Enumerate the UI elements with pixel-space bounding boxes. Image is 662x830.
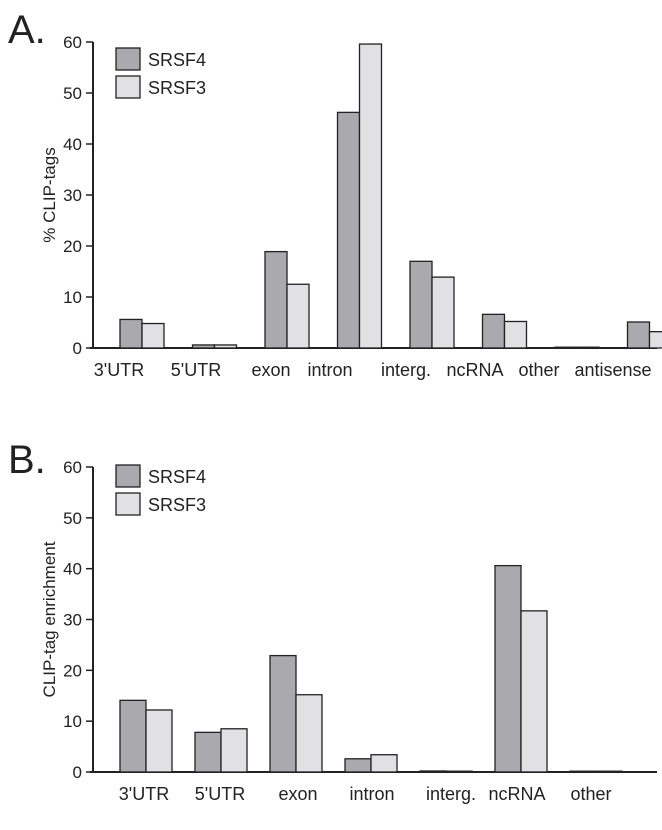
- legend-label-srsf4: SRSF4: [148, 50, 206, 70]
- bar-srsf4-exon: [265, 252, 287, 348]
- bar-srsf4-5utr: [193, 345, 215, 348]
- bar-srsf3-exon: [296, 695, 322, 772]
- y-tick-label: 60: [63, 458, 82, 477]
- y-axis-title: CLIP-tag enrichment: [40, 541, 59, 697]
- y-tick-label: 10: [63, 712, 82, 731]
- legend-label-srsf3: SRSF3: [148, 495, 206, 515]
- legend-swatch-srsf3: [116, 76, 140, 98]
- y-tick-label: 60: [63, 33, 82, 52]
- x-category-label: ncRNA: [446, 360, 503, 380]
- y-tick-label: 30: [63, 186, 82, 205]
- bar-srsf4-antisense: [628, 322, 650, 348]
- y-tick-label: 30: [63, 611, 82, 630]
- y-tick-label: 0: [73, 763, 82, 782]
- y-tick-label: 50: [63, 509, 82, 528]
- bar-srsf3-exon: [287, 284, 309, 348]
- x-category-label: other: [518, 360, 559, 380]
- bar-srsf4-other: [570, 771, 596, 772]
- x-category-label: ncRNA: [488, 784, 545, 804]
- bar-srsf3-5utr: [221, 729, 247, 772]
- bar-srsf4-ncrna: [483, 314, 505, 348]
- bar-srsf3-intron: [360, 44, 382, 348]
- bar-srsf4-intron: [338, 112, 360, 348]
- bar-srsf4-other: [555, 347, 577, 348]
- bar-srsf4-3utr: [120, 700, 146, 772]
- y-axis-title: % CLIP-tags: [40, 147, 59, 242]
- legend-swatch-srsf4: [116, 48, 140, 70]
- bar-srsf3-other: [577, 347, 599, 348]
- bar-srsf3-interg: [446, 771, 472, 772]
- bar-srsf3-interg: [432, 277, 454, 348]
- bar-srsf4-interg: [410, 261, 432, 348]
- bar-srsf4-ncrna: [495, 566, 521, 772]
- x-category-label: 3'UTR: [94, 360, 144, 380]
- bar-srsf3-3utr: [146, 710, 172, 772]
- x-category-label: antisense: [574, 360, 651, 380]
- bar-srsf4-5utr: [195, 732, 221, 772]
- bar-srsf4-intron: [345, 759, 371, 772]
- x-category-label: intron: [349, 784, 394, 804]
- x-category-label: intron: [307, 360, 352, 380]
- y-tick-label: 20: [63, 661, 82, 680]
- legend-label-srsf4: SRSF4: [148, 467, 206, 487]
- x-category-label: 5'UTR: [171, 360, 221, 380]
- y-tick-label: 40: [63, 135, 82, 154]
- legend-swatch-srsf4: [116, 465, 140, 487]
- panel-b-svg: 0 10 20 30 40 50 60 CLIP-tag enrichment 3'UTR 5'U…: [0, 430, 662, 830]
- x-category-label: 5'UTR: [195, 784, 245, 804]
- y-tick-label: 20: [63, 237, 82, 256]
- bar-srsf3-antisense: [650, 332, 662, 348]
- x-category-label: exon: [278, 784, 317, 804]
- x-category-label: interg.: [426, 784, 476, 804]
- bar-srsf3-ncrna: [521, 611, 547, 772]
- x-category-label: other: [570, 784, 611, 804]
- x-category-label: exon: [251, 360, 290, 380]
- bar-srsf3-5utr: [215, 345, 237, 348]
- y-tick-label: 40: [63, 560, 82, 579]
- x-category-label: 3'UTR: [119, 784, 169, 804]
- y-tick-label: 50: [63, 84, 82, 103]
- x-category-label: interg.: [381, 360, 431, 380]
- bar-srsf3-intron: [371, 755, 397, 772]
- bar-srsf4-interg: [420, 771, 446, 772]
- bar-srsf3-other: [596, 771, 622, 772]
- legend-label-srsf3: SRSF3: [148, 78, 206, 98]
- bar-srsf4-3utr: [120, 319, 142, 348]
- y-tick-label: 10: [63, 288, 82, 307]
- bar-srsf4-exon: [270, 656, 296, 772]
- bar-srsf3-3utr: [142, 324, 164, 348]
- bar-srsf3-ncrna: [505, 321, 527, 348]
- legend-swatch-srsf3: [116, 493, 140, 515]
- y-tick-label: 0: [73, 339, 82, 358]
